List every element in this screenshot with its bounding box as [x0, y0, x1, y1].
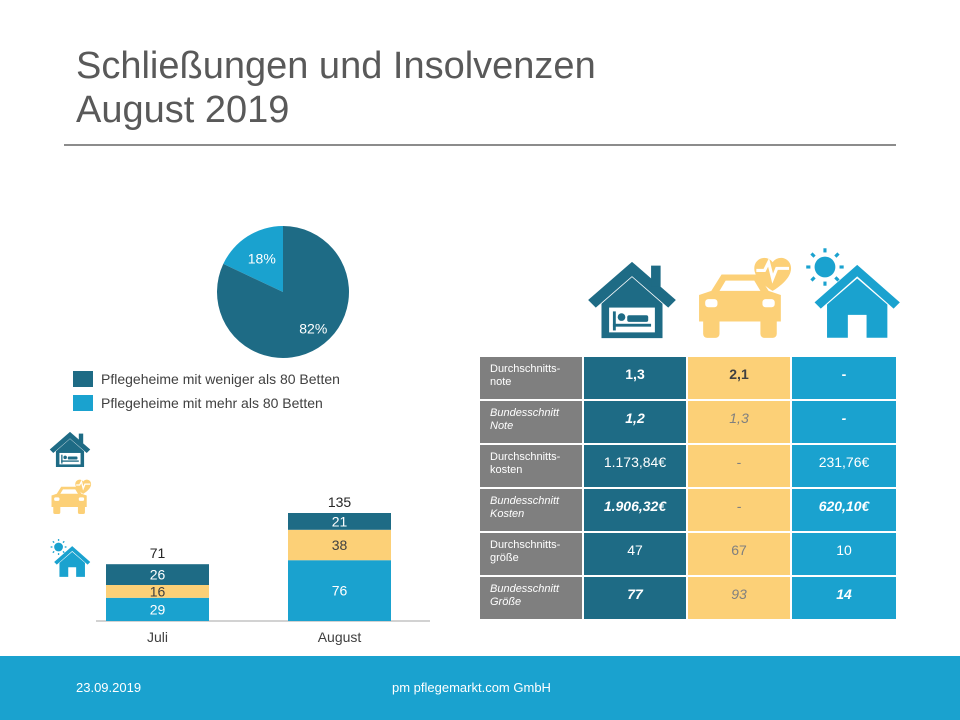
- x-tick-label: August: [318, 629, 362, 645]
- table-row: Durchschnitts-kosten 1.173,84€ -231,76€: [480, 445, 896, 487]
- bar-segment: [288, 560, 391, 621]
- table-row: Bundesschnitt Kosten 1.906,32€ -620,10€: [480, 489, 896, 531]
- table-row-header: Durchschnitts-kosten: [480, 445, 584, 487]
- house-bed-icon: [588, 261, 676, 339]
- bar-segment: [288, 513, 391, 530]
- footer: 23.09.2019 pm pflegemarkt.com GmbH: [0, 656, 960, 720]
- legend-label: Pflegeheime mit weniger als 80 Betten: [101, 371, 340, 387]
- table-cell: 47: [584, 533, 688, 575]
- table-cell: 231,76€: [792, 445, 896, 487]
- page-title: Schließungen und Insolvenzen August 2019: [76, 44, 596, 132]
- bar-segment: [106, 597, 209, 621]
- legend-item: Pflegeheime mit weniger als 80 Betten: [73, 367, 340, 391]
- pie-slice: [223, 226, 283, 292]
- pie-chart: 18% 82%: [217, 226, 349, 358]
- legend-label: Pflegeheime mit mehr als 80 Betten: [101, 395, 323, 411]
- table-cell: 1,3: [688, 401, 792, 443]
- bar-value-label: 16: [150, 583, 166, 599]
- footer-company: pm pflegemarkt.com GmbH: [392, 680, 551, 695]
- bar-segment: [288, 529, 391, 561]
- title-divider: [64, 144, 896, 146]
- table-cell: 1,2: [584, 401, 688, 443]
- bar-total-label: 71: [150, 545, 166, 561]
- table-cell: 620,10€: [792, 489, 896, 531]
- metrics-table: Durchschnitts-note 1,3 2,1- Bundesschnitt No…: [480, 355, 896, 621]
- table-cell: 1,3: [584, 357, 688, 399]
- bar-total-label: 135: [328, 494, 352, 510]
- table-cell: 2,1: [688, 357, 792, 399]
- table-cell: -: [688, 489, 792, 531]
- page-title-line1: Schließungen und Insolvenzen: [76, 45, 596, 87]
- bar-value-label: 26: [150, 567, 166, 583]
- table-cell: 1.173,84€: [584, 445, 688, 487]
- table-cell: 67: [688, 533, 792, 575]
- table-row-header: Bundesschnitt Größe: [480, 577, 584, 619]
- table-row: Durchschnitts-note 1,3 2,1-: [480, 357, 896, 399]
- legend-swatch: [73, 371, 93, 387]
- bar-segment: [106, 585, 209, 598]
- bar-segment: [106, 564, 209, 585]
- table-row-header: Bundesschnitt Note: [480, 401, 584, 443]
- bar-value-label: 29: [150, 601, 166, 617]
- table-row-header: Durchschnitts-note: [480, 357, 584, 399]
- pie-slice-label: 82%: [299, 321, 327, 337]
- bar-value-label: 38: [332, 537, 348, 553]
- legend-item: Pflegeheime mit mehr als 80 Betten: [73, 391, 340, 415]
- pie-legend: Pflegeheime mit weniger als 80 Betten Pfl…: [73, 367, 340, 415]
- table-cell: 1.906,32€: [584, 489, 688, 531]
- x-tick-label: Juli: [147, 629, 168, 645]
- table-row-header: Durchschnitts-größe: [480, 533, 584, 575]
- table-cell: -: [792, 357, 896, 399]
- table-cell: 10: [792, 533, 896, 575]
- table-cell: 77: [584, 577, 688, 619]
- table-row: Bundesschnitt Note 1,2 1,3-: [480, 401, 896, 443]
- table-row: Bundesschnitt Größe 77 93 14: [480, 577, 896, 619]
- table-cell: -: [688, 445, 792, 487]
- table-cell: -: [792, 401, 896, 443]
- bar-value-label: 21: [332, 513, 348, 529]
- table-cell: 93: [688, 577, 792, 619]
- pie-slice: [217, 226, 349, 358]
- car-heartbeat-icon: [699, 257, 792, 338]
- table-cell: 14: [792, 577, 896, 619]
- legend-swatch: [73, 395, 93, 411]
- bar-value-label: 76: [332, 583, 348, 599]
- home-care-icon: [50, 539, 91, 577]
- house-bed-icon: [49, 431, 91, 468]
- home-care-icon: [806, 248, 900, 338]
- table-row: Durchschnitts-größe 47 67 10: [480, 533, 896, 575]
- table-row-header: Bundesschnitt Kosten: [480, 489, 584, 531]
- pie-slice-label: 18%: [248, 251, 276, 267]
- footer-date: 23.09.2019: [76, 680, 142, 695]
- page-title-line2: August 2019: [76, 89, 290, 131]
- car-heartbeat-icon: [51, 479, 92, 515]
